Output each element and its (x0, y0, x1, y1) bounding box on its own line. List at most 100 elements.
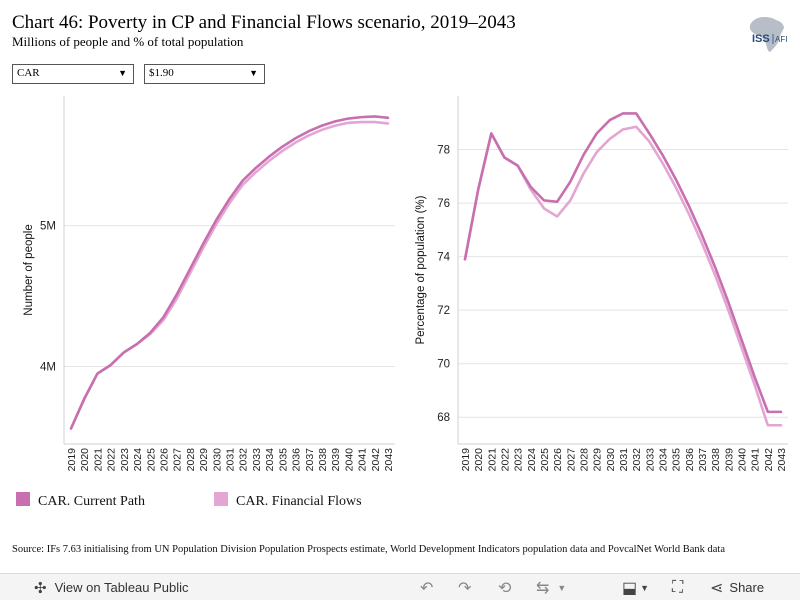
legend-label-financial-flows: CAR. Financial Flows (236, 494, 362, 509)
people-x-tick-label: 2042 (370, 448, 382, 472)
country-dropdown-value: CAR (17, 67, 40, 79)
logo-text: ISS (752, 33, 770, 45)
download-button[interactable]: ⬓ ▼ (622, 579, 650, 597)
refresh-icon: ⇆ (536, 579, 550, 597)
people-x-tick-label: 2038 (317, 448, 329, 472)
view-on-tableau-button[interactable]: ✣ View on Tableau Public (34, 574, 189, 600)
poverty-line-dropdown[interactable]: $1.90 ▼ (144, 64, 265, 84)
percent-x-tick-label: 2032 (631, 448, 643, 472)
download-icon: ⬓ (622, 579, 638, 597)
people-x-tick-label: 2036 (291, 448, 303, 472)
page-title: Chart 46: Poverty in CP and Financial Fl… (12, 12, 516, 33)
tableau-toolbar: ✣ View on Tableau Public ↶ ↷ ⟲ ⇆ ▼ ⬓ ▼ ⛶ ⋖… (0, 573, 800, 600)
people-x-tick-label: 2027 (172, 448, 184, 472)
people-x-tick-label: 2041 (357, 448, 369, 472)
legend-swatch-current-path (16, 492, 30, 506)
legend-label-current-path: CAR. Current Path (38, 494, 145, 509)
revert-icon: ⟲ (498, 579, 512, 597)
people-x-tick-label: 2037 (304, 448, 316, 472)
undo-icon: ↶ (420, 579, 434, 597)
view-on-tableau-label: View on Tableau Public (54, 580, 189, 595)
africa-map-icon: ISS AFI (749, 16, 787, 53)
people-x-tick-label: 2020 (79, 448, 91, 472)
people-x-tick-label: 2030 (211, 448, 223, 472)
percent-y-tick-label: 70 (437, 359, 450, 371)
percent-x-tick-label: 2022 (500, 448, 512, 472)
percent-x-tick-label: 2026 (552, 448, 564, 472)
people-x-tick-label: 2034 (264, 448, 276, 472)
page-subtitle: Millions of people and % of total popula… (12, 34, 244, 49)
people-y-tick-label: 5M (40, 221, 56, 233)
people-x-tick-label: 2043 (383, 448, 395, 472)
people-x-tick-label: 2019 (66, 448, 78, 472)
people-y-tick-label: 4M (40, 362, 56, 374)
country-dropdown[interactable]: CAR ▼ (12, 64, 134, 84)
percent-y-tick-label: 74 (437, 252, 450, 264)
percent-x-tick-label: 2039 (723, 448, 735, 472)
percent-x-tick-label: 2028 (579, 448, 591, 472)
percent-x-tick-label: 2040 (737, 448, 749, 472)
tableau-logo-icon: ✣ (34, 579, 47, 597)
percent-x-tick-label: 2029 (592, 448, 604, 472)
undo-button[interactable]: ↶ (420, 574, 433, 600)
share-button[interactable]: ⋖ Share (710, 574, 764, 600)
people-x-tick-label: 2032 (238, 448, 250, 472)
legend-item-current-path[interactable]: CAR. Current Path (16, 492, 145, 510)
percent-x-tick-label: 2041 (750, 448, 762, 472)
percent-x-tick-label: 2024 (526, 448, 538, 472)
percent-y-tick-label: 76 (437, 198, 450, 210)
percent-x-tick-label: 2036 (684, 448, 696, 472)
people-x-tick-label: 2028 (185, 448, 197, 472)
percent-x-tick-label: 2023 (513, 448, 525, 472)
redo-icon: ↷ (458, 579, 472, 597)
logo-subtext: AFI (775, 35, 787, 44)
legend-item-financial-flows[interactable]: CAR. Financial Flows (214, 492, 362, 510)
people-x-tick-label: 2021 (92, 448, 104, 472)
legend-swatch-financial-flows (214, 492, 228, 506)
percent-series-financial-flows (463, 125, 783, 427)
people-x-tick-label: 2022 (106, 448, 118, 472)
people-x-tick-label: 2026 (158, 448, 170, 472)
percent-series-current-path (463, 112, 783, 414)
percent-x-tick-label: 2042 (763, 448, 775, 472)
source-note: Source: IFs 7.63 initialising from UN Po… (12, 544, 725, 555)
people-x-tick-label: 2029 (198, 448, 210, 472)
percent-y-tick-label: 78 (437, 145, 450, 157)
percent-x-tick-label: 2030 (605, 448, 617, 472)
people-series-financial-flows (69, 120, 390, 430)
share-label: Share (729, 580, 765, 595)
people-x-tick-label: 2023 (119, 448, 131, 472)
percent-x-tick-label: 2019 (460, 448, 472, 472)
redo-button[interactable]: ↷ (458, 574, 471, 600)
percent-x-tick-label: 2043 (776, 448, 788, 472)
people-x-tick-label: 2035 (277, 448, 289, 472)
percent-x-tick-label: 2025 (539, 448, 551, 472)
revert-button[interactable]: ⟲ (498, 574, 511, 600)
people-x-tick-label: 2024 (132, 448, 144, 472)
percent-y-axis-title: Percentage of population (%) (415, 195, 427, 344)
percent-y-tick-label: 68 (437, 412, 450, 424)
people-x-tick-label: 2033 (251, 448, 263, 472)
percent-x-tick-label: 2021 (486, 448, 498, 472)
fullscreen-button[interactable]: ⛶ (672, 574, 683, 600)
percent-x-tick-label: 2020 (473, 448, 485, 472)
people-x-tick-label: 2040 (343, 448, 355, 472)
people-x-tick-label: 2025 (145, 448, 157, 472)
percent-x-tick-label: 2033 (644, 448, 656, 472)
people-x-tick-label: 2039 (330, 448, 342, 472)
percent-x-tick-label: 2027 (565, 448, 577, 472)
percent-x-tick-label: 2035 (671, 448, 683, 472)
refresh-button[interactable]: ⇆ ▼ (536, 579, 567, 597)
people-y-axis-title: Number of people (23, 224, 35, 315)
chevron-down-icon: ▼ (118, 68, 127, 78)
percent-x-tick-label: 2038 (710, 448, 722, 472)
percent-x-tick-label: 2031 (618, 448, 630, 472)
percent-x-tick-label: 2034 (658, 448, 670, 472)
poverty-line-dropdown-value: $1.90 (149, 67, 174, 79)
percent-y-tick-label: 72 (437, 305, 450, 317)
chevron-down-icon: ▼ (249, 68, 258, 78)
people-x-tick-label: 2031 (225, 448, 237, 472)
share-icon: ⋖ (710, 579, 724, 597)
percent-x-tick-label: 2037 (697, 448, 709, 472)
